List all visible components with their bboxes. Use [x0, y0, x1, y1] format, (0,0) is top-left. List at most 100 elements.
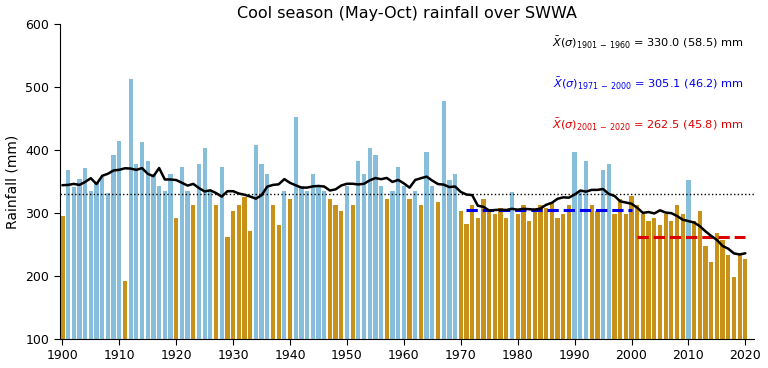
- Bar: [118, 141, 121, 368]
- Bar: [493, 215, 497, 368]
- Bar: [590, 205, 594, 368]
- Bar: [396, 167, 400, 368]
- Bar: [60, 216, 65, 368]
- Bar: [624, 215, 628, 368]
- Bar: [243, 198, 247, 368]
- Bar: [168, 174, 173, 368]
- Bar: [214, 205, 218, 368]
- Bar: [658, 224, 662, 368]
- Bar: [425, 152, 429, 368]
- Bar: [100, 177, 104, 368]
- Bar: [271, 205, 275, 368]
- Bar: [675, 205, 679, 368]
- Bar: [311, 174, 315, 368]
- Bar: [157, 186, 161, 368]
- Bar: [288, 199, 292, 368]
- Bar: [66, 170, 70, 368]
- Bar: [692, 221, 697, 368]
- Bar: [300, 186, 303, 368]
- Bar: [407, 199, 412, 368]
- Bar: [174, 218, 178, 368]
- Bar: [709, 262, 713, 368]
- Bar: [550, 202, 554, 368]
- Bar: [94, 183, 98, 368]
- Bar: [442, 101, 446, 368]
- Bar: [385, 199, 389, 368]
- Bar: [436, 202, 440, 368]
- Bar: [595, 211, 600, 368]
- Bar: [368, 148, 372, 368]
- Bar: [687, 180, 690, 368]
- Bar: [561, 215, 565, 368]
- Bar: [123, 281, 127, 368]
- Bar: [737, 255, 742, 368]
- Bar: [703, 246, 707, 368]
- Bar: [647, 221, 650, 368]
- Bar: [106, 193, 110, 368]
- Bar: [356, 161, 360, 368]
- Bar: [527, 221, 531, 368]
- Bar: [253, 145, 258, 368]
- Bar: [641, 215, 645, 368]
- Y-axis label: Rainfall (mm): Rainfall (mm): [5, 135, 19, 229]
- Bar: [282, 191, 286, 368]
- Bar: [612, 215, 617, 368]
- Bar: [578, 192, 582, 368]
- Text: $\bar{X}$($\sigma$)$_{\mathregular{1971\,-\,2000}}$ = 305.1 (46.2) mm: $\bar{X}$($\sigma$)$_{\mathregular{1971\…: [552, 75, 743, 91]
- Bar: [350, 205, 355, 368]
- Bar: [328, 199, 332, 368]
- Bar: [322, 191, 326, 368]
- Bar: [390, 191, 395, 368]
- Bar: [185, 191, 190, 368]
- Bar: [533, 208, 537, 368]
- Bar: [413, 191, 417, 368]
- Bar: [453, 174, 457, 368]
- Bar: [572, 152, 577, 368]
- Bar: [601, 170, 605, 368]
- Bar: [379, 186, 383, 368]
- Bar: [635, 205, 639, 368]
- Bar: [732, 277, 736, 368]
- Bar: [111, 155, 116, 368]
- Bar: [83, 168, 88, 368]
- Text: $\bar{X}$($\sigma$)$_{\mathregular{1901\,-\,1960}}$ = 330.0 (58.5) mm: $\bar{X}$($\sigma$)$_{\mathregular{1901\…: [552, 34, 743, 50]
- Bar: [231, 211, 235, 368]
- Bar: [402, 186, 406, 368]
- Bar: [726, 255, 730, 368]
- Bar: [567, 205, 571, 368]
- Bar: [78, 178, 81, 368]
- Bar: [482, 199, 485, 368]
- Title: Cool season (May-Oct) rainfall over SWWA: Cool season (May-Oct) rainfall over SWWA: [237, 6, 577, 21]
- Bar: [419, 205, 423, 368]
- Text: $\bar{X}$($\sigma$)$_{\mathregular{2001\,-\,2020}}$ = 262.5 (45.8) mm: $\bar{X}$($\sigma$)$_{\mathregular{2001\…: [552, 116, 743, 131]
- Bar: [680, 215, 685, 368]
- Bar: [465, 224, 468, 368]
- Bar: [447, 180, 452, 368]
- Bar: [544, 208, 548, 368]
- Bar: [225, 237, 230, 368]
- Bar: [715, 233, 719, 368]
- Bar: [458, 211, 463, 368]
- Bar: [521, 205, 525, 368]
- Bar: [504, 218, 508, 368]
- Bar: [208, 191, 213, 368]
- Bar: [260, 164, 263, 368]
- Bar: [71, 187, 76, 368]
- Bar: [652, 218, 657, 368]
- Bar: [664, 215, 668, 368]
- Bar: [293, 117, 298, 368]
- Bar: [607, 164, 611, 368]
- Bar: [498, 208, 503, 368]
- Bar: [669, 221, 674, 368]
- Bar: [220, 167, 223, 368]
- Bar: [237, 205, 241, 368]
- Bar: [618, 199, 622, 368]
- Bar: [373, 155, 378, 368]
- Bar: [515, 215, 520, 368]
- Bar: [197, 164, 201, 368]
- Bar: [180, 167, 184, 368]
- Bar: [140, 142, 144, 368]
- Bar: [88, 191, 93, 368]
- Bar: [510, 192, 514, 368]
- Bar: [134, 164, 138, 368]
